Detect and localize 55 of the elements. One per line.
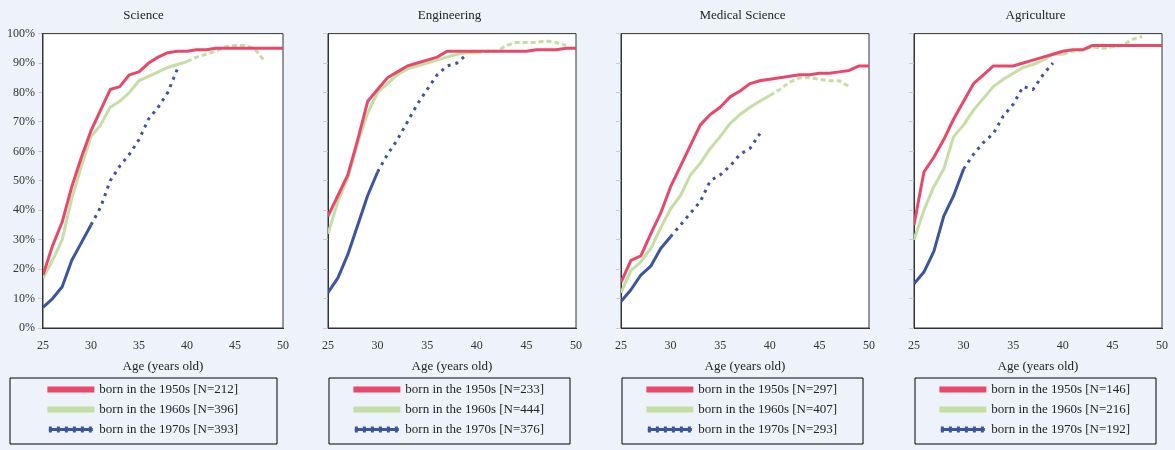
legend-label: born in the 1970s [N=376]: [405, 420, 545, 436]
legend-label: born in the 1950s [N=212]: [99, 380, 239, 396]
x-axis-title: Age (years old): [122, 357, 204, 373]
x-tick-label: 25: [615, 338, 627, 353]
x-tick-label: 30: [664, 338, 677, 353]
x-tick-label: 45: [1106, 338, 1119, 353]
y-tick-label: 100%: [7, 25, 35, 40]
x-axis-title: Age (years old): [704, 357, 786, 373]
legend-label: born in the 1960s [N=216]: [991, 400, 1131, 416]
x-tick-label: 30: [371, 338, 384, 353]
y-tick-label: 70%: [13, 114, 35, 129]
legend-label: born in the 1970s [N=192]: [991, 420, 1131, 436]
y-tick-label: 30%: [13, 231, 35, 246]
legend-label: born in the 1970s [N=293]: [698, 420, 838, 436]
x-axis-title: Age (years old): [997, 357, 1079, 373]
x-tick-label: 50: [863, 338, 875, 353]
legend-label: born in the 1950s [N=146]: [991, 380, 1131, 396]
y-tick-label: 50%: [13, 172, 35, 187]
chart-title: Medical Science: [699, 7, 786, 23]
x-tick-label: 40: [470, 338, 483, 353]
x-tick-label: 45: [520, 338, 533, 353]
x-tick-label: 30: [85, 338, 97, 353]
x-tick-label: 35: [421, 338, 434, 353]
y-tick-label: 20%: [13, 261, 35, 276]
y-tick-label: 60%: [13, 143, 35, 158]
x-tick-label: 25: [37, 338, 49, 353]
x-tick-label: 25: [322, 338, 334, 353]
x-tick-label: 40: [1056, 338, 1069, 353]
legend-label: born in the 1970s [N=393]: [99, 420, 239, 436]
chart-title: Engineering: [417, 7, 482, 23]
y-tick-label: 40%: [13, 202, 35, 217]
legend-label: born in the 1950s [N=233]: [405, 380, 545, 396]
legend-label: born in the 1950s [N=297]: [698, 380, 838, 396]
x-tick-label: 30: [957, 338, 970, 353]
x-tick-label: 50: [570, 338, 582, 353]
y-tick-label: 90%: [13, 55, 35, 70]
x-tick-label: 50: [277, 338, 289, 353]
x-tick-label: 35: [133, 338, 145, 353]
x-tick-label: 45: [229, 338, 241, 353]
y-tick-label: 10%: [13, 290, 35, 305]
legend-label: born in the 1960s [N=444]: [405, 400, 545, 416]
legend-label: born in the 1960s [N=396]: [99, 400, 239, 416]
x-tick-label: 40: [763, 338, 776, 353]
x-tick-label: 35: [714, 338, 727, 353]
x-tick-label: 45: [813, 338, 826, 353]
y-tick-label: 80%: [13, 84, 35, 99]
x-axis-title: Age (years old): [411, 357, 493, 373]
x-tick-label: 35: [1007, 338, 1020, 353]
y-tick-label: 0%: [19, 320, 35, 335]
x-tick-label: 25: [908, 338, 920, 353]
legend-label: born in the 1960s [N=407]: [698, 400, 838, 416]
x-tick-label: 50: [1156, 338, 1168, 353]
x-tick-label: 40: [181, 338, 193, 353]
chart-title: Agriculture: [1005, 7, 1066, 23]
chart-title: Science: [123, 7, 164, 23]
